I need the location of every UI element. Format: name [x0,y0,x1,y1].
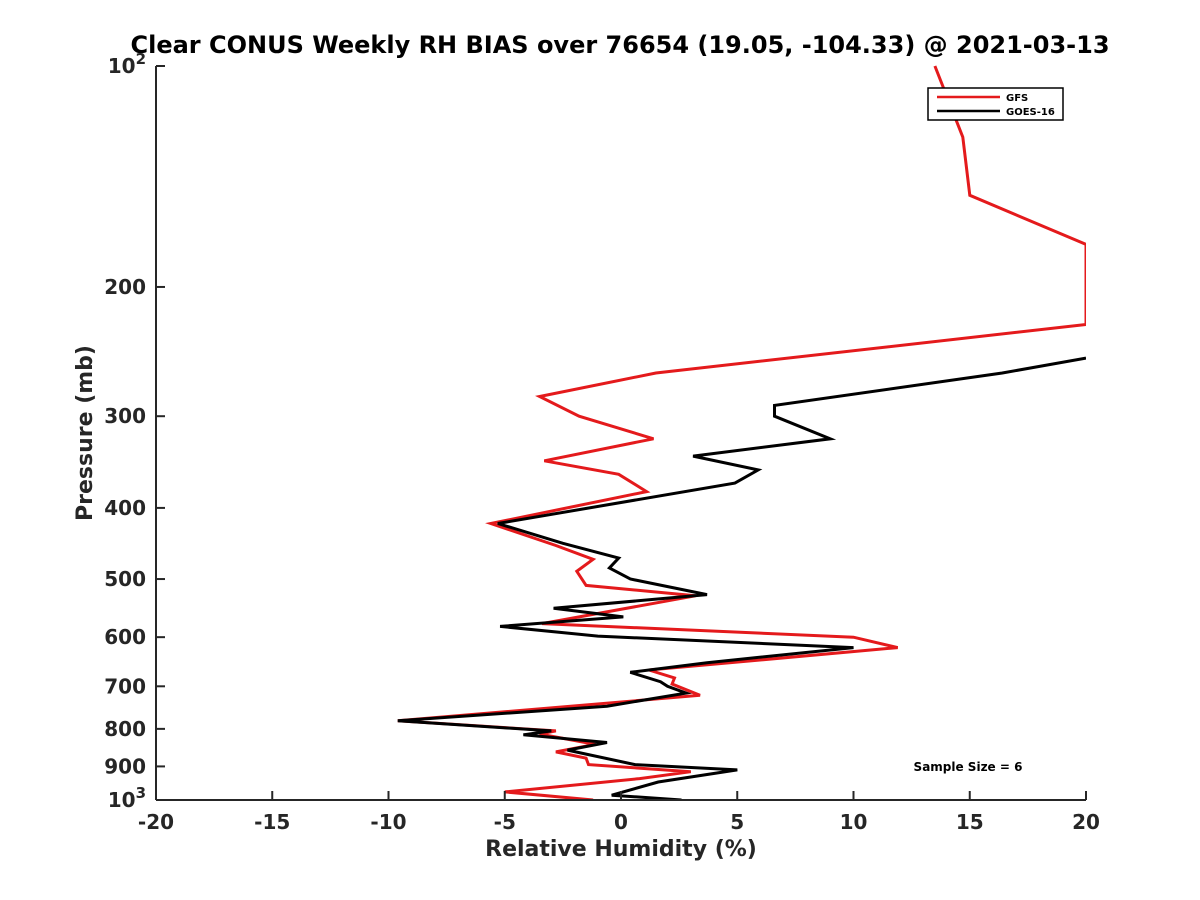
y-tick-label: 800 [104,717,146,741]
legend-box [927,87,1064,121]
legend: GFS GOES-16 [927,87,1064,121]
x-tick-label: -5 [494,810,516,834]
y-tick-exponent: 2 [136,50,146,68]
y-tick-label: 300 [104,404,146,428]
y-tick-base: 10 [108,54,136,78]
legend-label-goes16: GOES-16 [1006,107,1055,118]
series-line-gfs [397,65,1086,800]
y-tick-label: 200 [104,275,146,299]
y-tick-label: 600 [104,625,146,649]
x-axis-ticks: -20 -15 -10 -5 0 5 10 15 20 [138,791,1100,834]
legend-label-gfs: GFS [1006,93,1028,104]
x-axis-label: Relative Humidity (%) [485,837,757,862]
plot-area [156,66,1086,800]
series-layer [397,65,1086,800]
y-axis-label: Pressure (mb) [73,345,98,521]
y-tick-label: 900 [104,754,146,778]
y-tick-label: 700 [104,674,146,698]
y-tick-label: 103 [108,784,146,812]
y-tick-label: 400 [104,496,146,520]
x-tick-label: 10 [840,810,868,834]
y-tick-base: 10 [108,788,136,812]
x-tick-label: 5 [730,810,744,834]
sample-size-annotation: Sample Size = 6 [914,760,1023,774]
x-tick-label: -15 [254,810,290,834]
y-tick-exponent: 3 [136,784,146,802]
x-tick-label: 15 [956,810,984,834]
chart-title: Clear CONUS Weekly RH BIAS over 76654 (1… [130,31,1109,59]
x-tick-label: 0 [614,810,628,834]
y-tick-label: 102 [108,50,146,78]
x-tick-label: -10 [370,810,406,834]
series-line-goes16 [397,356,1086,800]
x-tick-label: 20 [1072,810,1100,834]
y-tick-label: 500 [104,567,146,591]
x-tick-label: -20 [138,810,174,834]
